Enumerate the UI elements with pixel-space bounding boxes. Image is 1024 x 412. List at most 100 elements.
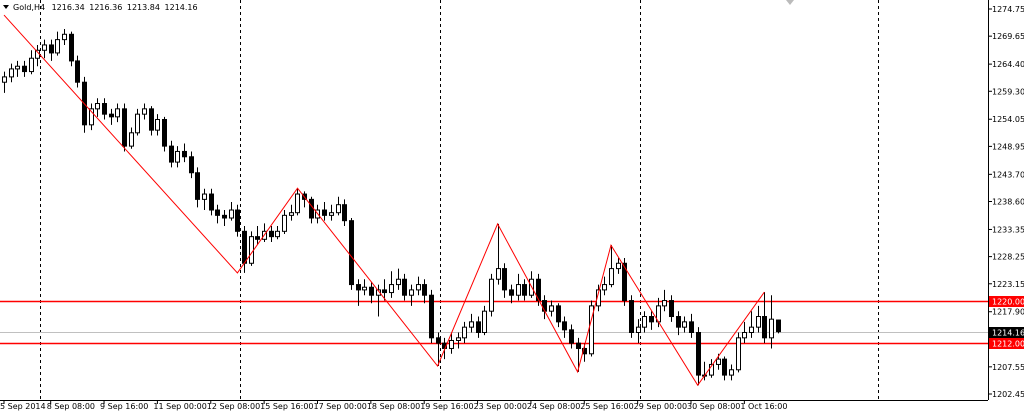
candle-body (649, 316, 654, 323)
x-tick-label: 11 Sep 00:00 (153, 402, 206, 411)
candle-body (496, 268, 501, 280)
candle-body (622, 262, 627, 302)
candle-body (62, 33, 67, 41)
candle-body (589, 305, 594, 355)
candle-body (322, 209, 327, 216)
hline-label-bg (989, 296, 1024, 307)
candle-body (716, 358, 721, 365)
candle-body (549, 305, 554, 312)
y-tick-label: 1233.35 (992, 225, 1024, 234)
x-tick-label: 8 Sep 08:00 (47, 402, 95, 411)
candle-body (356, 284, 361, 291)
candle-body (642, 316, 647, 328)
candle-body (482, 310, 487, 333)
hline-label: 1212.00 (992, 340, 1024, 349)
candle-body (109, 113, 114, 118)
candle-body (522, 284, 527, 296)
x-tick-label: 19 Sep 16:00 (420, 402, 473, 411)
candle-body (282, 214, 287, 232)
candle-body (75, 60, 80, 83)
candle-body (115, 108, 120, 118)
candle-body (629, 300, 634, 333)
candle-body (155, 118, 160, 131)
candle-body (209, 193, 214, 211)
candle-body (95, 103, 100, 110)
candle-body (149, 108, 154, 131)
chart-header: Gold,H4 1216.34 1216.36 1213.84 1214.16 (13, 3, 198, 12)
y-tick-label: 1223.15 (992, 280, 1024, 289)
candle-body (309, 198, 314, 219)
candle-body (476, 321, 481, 333)
candle-body (696, 331, 701, 376)
x-tick-label: 1 Oct 16:00 (740, 402, 787, 411)
candle-body (215, 209, 220, 216)
candle-body (229, 209, 234, 219)
candle-body (369, 286, 374, 296)
x-tick-label: 30 Sep 08:00 (687, 402, 740, 411)
candle-body (222, 214, 227, 219)
candle-body (122, 108, 127, 147)
candle-body (342, 204, 347, 222)
candle-body (436, 337, 441, 344)
collapse-icon[interactable] (3, 5, 9, 9)
candle-body (596, 289, 601, 307)
x-tick-label: 29 Sep 00:00 (634, 402, 687, 411)
x-tick-label: 5 Sep 2014 (0, 402, 46, 411)
candle-body (669, 300, 674, 318)
candle-body (402, 278, 407, 296)
candle-body (729, 369, 734, 376)
y-tick-label: 1269.65 (992, 32, 1024, 41)
candle-body (502, 268, 507, 291)
bid-label-bg (989, 327, 1024, 338)
candle-body (135, 113, 140, 134)
x-tick-label: 15 Sep 16:00 (260, 402, 313, 411)
y-tick-label: 1264.40 (992, 60, 1024, 69)
candle-body (416, 284, 421, 291)
y-tick-label: 1243.70 (992, 170, 1024, 179)
x-tick-label: 24 Sep 08:00 (527, 402, 580, 411)
candle-body (49, 44, 54, 54)
candle-body (102, 103, 107, 115)
y-tick-label: 1238.60 (992, 198, 1024, 207)
candle-body (769, 318, 774, 339)
x-tick-label: 17 Sep 00:00 (313, 402, 366, 411)
candle-body (562, 321, 567, 331)
candle-body (89, 108, 94, 126)
candle-body (722, 358, 727, 376)
candle-body (142, 108, 147, 115)
candle-body (776, 319, 781, 333)
candle-body (69, 33, 74, 62)
candle-body (582, 347, 587, 355)
candle-body (609, 268, 614, 286)
candle-body (509, 289, 514, 296)
candle-body (576, 342, 581, 349)
zigzag-line (3, 14, 765, 387)
candle-body (376, 289, 381, 296)
candle-body (9, 68, 14, 78)
y-tick-label: 1207.55 (992, 363, 1024, 372)
candle-body (749, 326, 754, 333)
candle-body (489, 278, 494, 312)
candle-body (516, 284, 521, 296)
candle-body (249, 236, 254, 264)
candle-body (736, 337, 741, 371)
hline-label-bg (989, 338, 1024, 349)
candle-body (602, 284, 607, 291)
candle-body (636, 326, 641, 333)
candle-body (462, 326, 467, 339)
y-tick-label: 1254.05 (992, 115, 1024, 124)
y-tick-label: 1248.95 (992, 142, 1024, 151)
shift-marker[interactable] (786, 0, 794, 5)
candle-body (336, 204, 341, 214)
candle-body (42, 44, 47, 51)
candle-body (2, 76, 7, 83)
candle-body (169, 145, 174, 163)
y-tick-label: 1217.90 (992, 308, 1024, 317)
candle-body (242, 230, 247, 264)
candle-body (389, 284, 394, 294)
candle-body (429, 294, 434, 339)
candle-body (255, 236, 260, 240)
candle-body (689, 321, 694, 333)
candle-body (396, 278, 401, 286)
